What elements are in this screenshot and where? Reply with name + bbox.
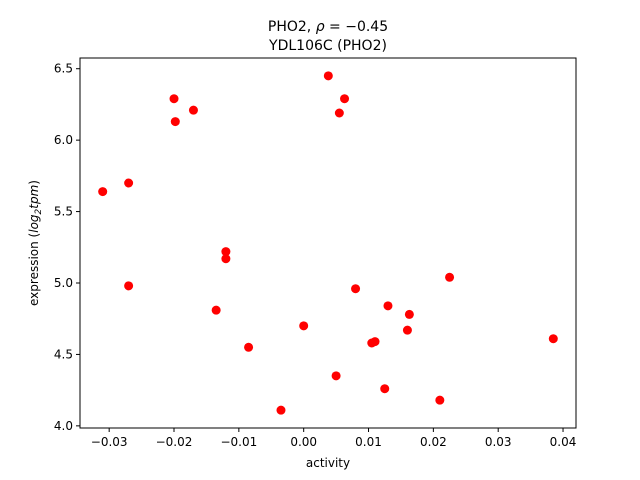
scatter-point [124,281,134,291]
scatter-point [435,395,445,405]
y-tick-label: 4.0 [54,419,73,433]
scatter-point [404,309,414,319]
scatter-point [370,337,380,347]
scatter-point [170,117,180,127]
x-tick-label: 0.02 [420,435,447,449]
scatter-point [334,108,344,118]
scatter-point [402,325,412,335]
y-tick-label: 6.0 [54,133,73,147]
x-tick-label: −0.02 [156,435,193,449]
y-tick-label: 4.5 [54,347,73,361]
scatter-point [351,284,361,294]
scatter-point [445,272,455,282]
x-tick-label: −0.01 [220,435,257,449]
scatter-point [221,254,231,264]
y-tick-label: 5.0 [54,276,73,290]
scatter-point [276,405,286,415]
scatter-point [548,334,558,344]
scatter-point [211,305,221,315]
x-tick-label: 0.03 [485,435,512,449]
scatter-point [331,371,341,381]
scatter-point [380,384,390,394]
x-tick-label: 0.00 [290,435,317,449]
y-axis-label: expression (log2tpm) [27,180,44,306]
axes-frame [79,57,577,429]
y-tick-label: 5.5 [54,205,73,219]
scatter-point [244,342,254,352]
y-tick-label: 6.5 [54,62,73,76]
chart-title: PHO2, ρ = −0.45 [268,19,388,35]
scatter-point [98,187,108,197]
scatter-point [188,105,198,115]
scatter-point [169,94,179,104]
scatter-point [383,301,393,311]
scatter-point [221,247,231,257]
scatter-point [299,321,309,331]
x-axis-ticks: −0.03 −0.02 −0.01 0.00 0.01 0.02 0.03 0.04 [91,428,577,449]
scatter-point [340,94,350,104]
x-tick-label: −0.03 [91,435,128,449]
x-tick-label: 0.01 [355,435,382,449]
x-axis-label: activity [306,456,350,470]
scatter-point [124,178,134,188]
chart-subtitle: YDL106C (PHO2) [268,38,387,54]
scatter-point [323,71,333,81]
data-points [98,71,558,415]
y-axis-ticks: 4.0 4.5 5.0 5.5 6.0 6.5 [54,62,80,433]
x-tick-label: 0.04 [550,435,577,449]
